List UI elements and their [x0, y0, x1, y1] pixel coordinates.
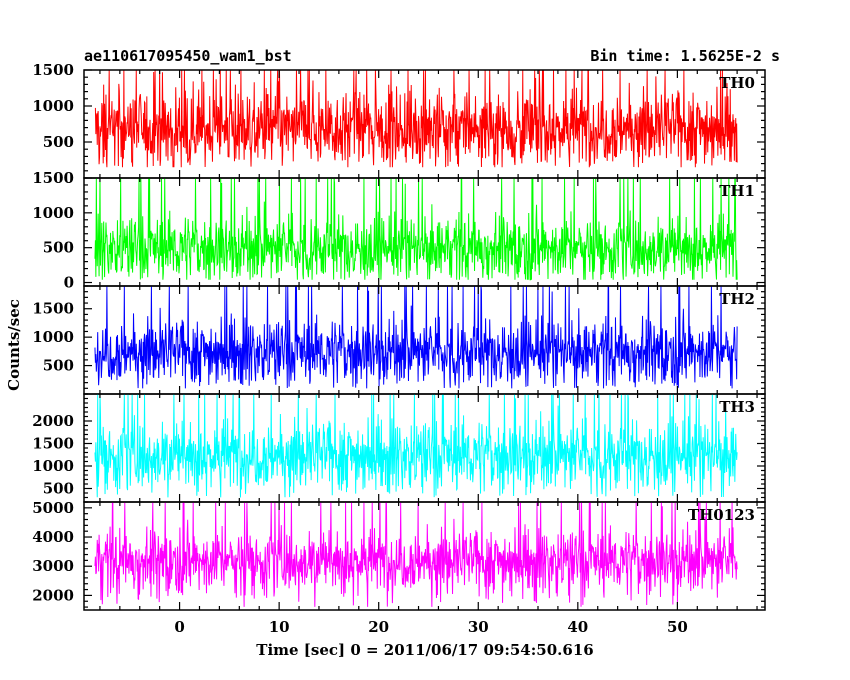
x-tick-label: 0 [174, 618, 184, 636]
series-line-th1 [94, 178, 738, 281]
panel-th1: 0 500 1000 1500 TH1 [32, 169, 766, 292]
series-label-th1: TH1 [719, 182, 755, 200]
y-tick-label: 0 [64, 274, 74, 292]
y-tick-label: 1000 [32, 97, 74, 115]
x-tick-label: 10 [269, 618, 290, 636]
figure-title: ae110617095450_wam1_bst [84, 47, 292, 65]
y-tick-label: 1500 [32, 435, 74, 453]
bin-time-label: Bin time: 1.5625E-2 s [590, 47, 780, 65]
x-tick-label: 30 [468, 618, 489, 636]
x-tick-label: 20 [368, 618, 389, 636]
y-tick-label: 1000 [32, 204, 74, 222]
y-tick-label: 500 [43, 480, 74, 498]
y-tick-label: 500 [43, 239, 74, 257]
series-line-th2 [94, 286, 738, 389]
series-line-th3 [94, 394, 738, 498]
series-label-th2: TH2 [719, 290, 755, 308]
panel-th0: 500 1000 1500 TH0 [32, 61, 766, 179]
panel-frame [83, 501, 766, 611]
y-tick-label: 2000 [32, 586, 74, 604]
x-tick-label: 40 [567, 618, 588, 636]
y-tick-label: 4000 [32, 528, 74, 546]
x-tick-label: 50 [667, 618, 688, 636]
y-tick-label: 5000 [32, 499, 74, 517]
series-label-th0123: TH0123 [688, 506, 755, 524]
x-axis-title: Time [sec] 0 = 2011/06/17 09:54:50.616 [256, 641, 593, 659]
y-tick-label: 1500 [32, 169, 74, 187]
y-tick-label: 1500 [32, 61, 74, 79]
panel-th3: 500 1000 1500 2000 TH3 [32, 393, 766, 503]
y-tick-label: 1000 [32, 328, 74, 346]
y-tick-label: 500 [43, 133, 74, 151]
series-line-th0123 [94, 502, 738, 607]
series-label-th3: TH3 [719, 398, 755, 416]
y-tick-label: 500 [43, 357, 74, 375]
panel-th2: 500 1000 1500 TH2 [32, 285, 766, 395]
y-tick-label: 2000 [32, 412, 74, 430]
y-tick-label: 1000 [32, 457, 74, 475]
y-tick-label: 1500 [32, 300, 74, 318]
y-axis-title: Counts/sec [5, 299, 23, 391]
x-axis: 0 10 20 30 40 50 [174, 618, 687, 636]
y-tick-label: 3000 [32, 557, 74, 575]
panel-th0123: 2000 3000 4000 5000 TH0123 [32, 499, 766, 611]
series-label-th0: TH0 [719, 74, 755, 92]
series-line-th0 [94, 70, 738, 168]
panels-group: 500 1000 1500 TH0 0 500 1000 1500 TH1 500 1000 1500… [32, 61, 766, 611]
